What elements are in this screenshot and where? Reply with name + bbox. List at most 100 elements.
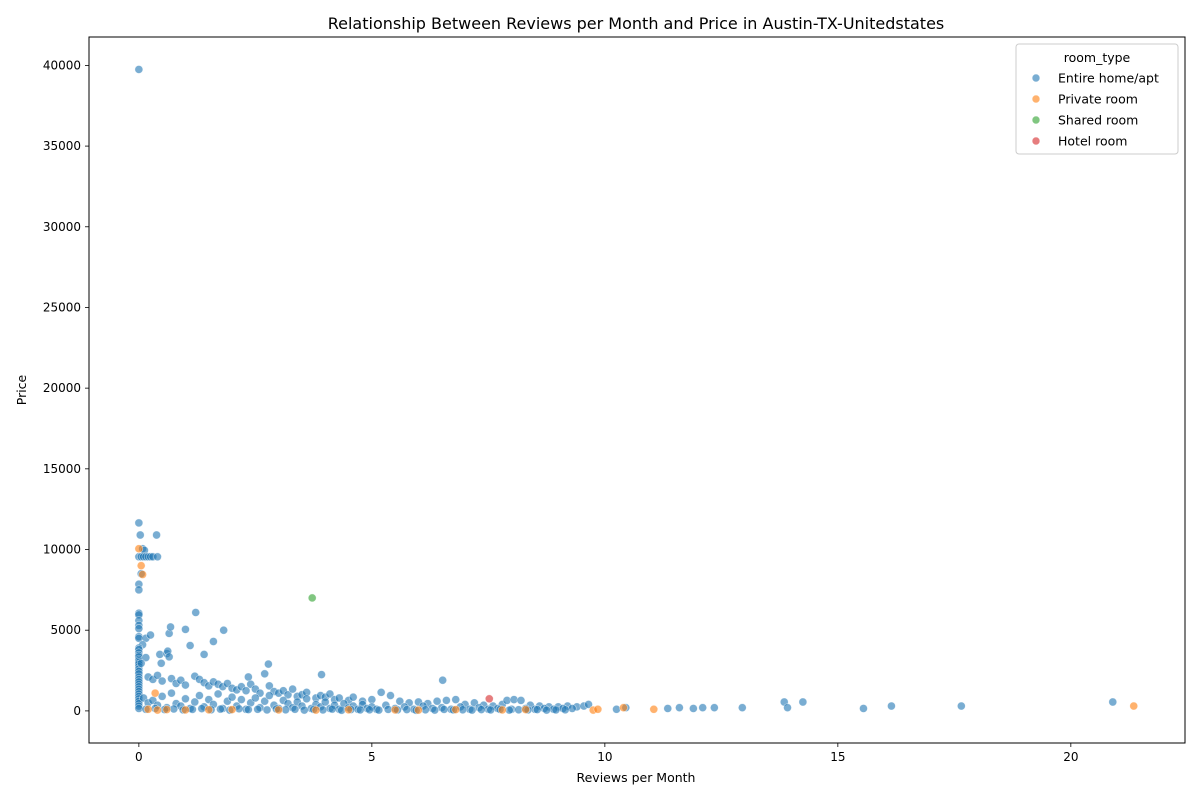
legend-marker-hotel-room	[1031, 136, 1041, 146]
data-point	[181, 625, 190, 634]
legend-box	[1015, 43, 1179, 155]
legend-label-entire-home-apt: Entire home/apt	[1058, 71, 1159, 86]
data-point	[185, 641, 195, 650]
data-point	[253, 704, 262, 714]
data-point	[439, 705, 449, 714]
data-point	[859, 704, 868, 713]
data-point	[675, 703, 684, 712]
data-point	[191, 608, 201, 617]
x-axis-label: Reviews per Month	[576, 770, 695, 785]
data-point	[209, 637, 218, 646]
data-point	[477, 705, 486, 714]
data-point	[317, 670, 326, 679]
data-point	[516, 696, 526, 705]
data-point	[467, 705, 477, 715]
data-point	[486, 705, 495, 715]
data-point	[135, 530, 145, 540]
data-point	[162, 705, 172, 714]
y-tick-label: 10000	[43, 543, 81, 557]
data-point	[264, 659, 273, 669]
data-point	[619, 703, 628, 712]
x-axis-ticks: 0 5 10 15 20	[135, 743, 1078, 764]
data-point	[783, 703, 792, 712]
data-point	[227, 705, 237, 714]
data-point	[219, 625, 228, 635]
data-point	[451, 705, 461, 714]
data-point	[738, 703, 747, 712]
data-point	[153, 552, 162, 562]
data-point	[141, 653, 151, 662]
data-point	[430, 705, 440, 715]
data-point	[542, 705, 551, 715]
data-point	[365, 705, 374, 715]
data-point	[134, 544, 144, 554]
data-point	[134, 518, 144, 528]
data-point	[181, 705, 190, 715]
x-tick-label: 0	[135, 750, 143, 764]
data-point	[355, 705, 365, 715]
data-point	[386, 691, 395, 700]
data-point	[265, 691, 274, 700]
data-point	[442, 696, 451, 705]
data-point	[532, 705, 542, 714]
data-point	[395, 696, 405, 706]
data-point	[957, 701, 966, 711]
data-point	[302, 694, 311, 704]
data-point	[551, 705, 561, 715]
data-point	[327, 704, 337, 714]
legend-marker-private-room	[1031, 94, 1041, 104]
data-point	[299, 705, 309, 715]
data-point	[181, 694, 190, 704]
y-axis-ticks: 0 5000 10000 15000 20000 25000 30000 35000 40000	[43, 58, 89, 718]
data-point	[260, 696, 269, 706]
data-point	[244, 672, 253, 682]
data-point	[146, 630, 155, 640]
data-point	[181, 680, 190, 690]
series-hotel-room	[484, 694, 494, 704]
x-tick-label: 10	[597, 750, 612, 764]
legend-marker-entire-home-apt	[1031, 73, 1041, 83]
data-point	[1108, 697, 1118, 707]
data-point	[348, 692, 358, 702]
x-tick-label: 15	[830, 750, 845, 764]
data-point	[887, 701, 896, 711]
data-point	[153, 705, 162, 715]
y-tick-label: 5000	[50, 623, 81, 637]
data-point	[195, 691, 204, 700]
data-point	[274, 705, 283, 715]
data-point	[134, 65, 144, 74]
y-tick-label: 35000	[43, 139, 81, 153]
data-point	[167, 688, 176, 698]
data-point	[199, 650, 209, 659]
legend: room_type Entire home/apt Private room Sha…	[1015, 43, 1179, 155]
legend-title: room_type	[1064, 50, 1131, 65]
data-point	[593, 704, 603, 714]
data-point	[311, 705, 321, 715]
data-point	[307, 593, 317, 603]
data-point	[376, 688, 386, 697]
data-point	[283, 690, 293, 700]
data-point	[498, 705, 507, 715]
data-point	[402, 705, 412, 714]
y-tick-label: 20000	[43, 381, 81, 395]
data-point	[213, 689, 223, 699]
data-point	[612, 704, 621, 714]
data-point	[414, 705, 423, 715]
data-point	[451, 695, 461, 704]
data-point	[153, 671, 162, 680]
data-point	[649, 704, 659, 714]
data-point	[334, 693, 344, 703]
series-private-room	[134, 544, 1139, 715]
data-point	[157, 676, 167, 686]
series-shared-room	[307, 593, 317, 603]
data-point	[663, 704, 673, 713]
data-point	[152, 530, 161, 540]
data-point	[320, 697, 330, 707]
data-point	[698, 703, 708, 712]
data-point	[710, 703, 719, 712]
data-point	[262, 705, 272, 715]
data-point	[216, 704, 225, 714]
data-point	[227, 692, 237, 702]
plot-frame	[88, 36, 1186, 744]
